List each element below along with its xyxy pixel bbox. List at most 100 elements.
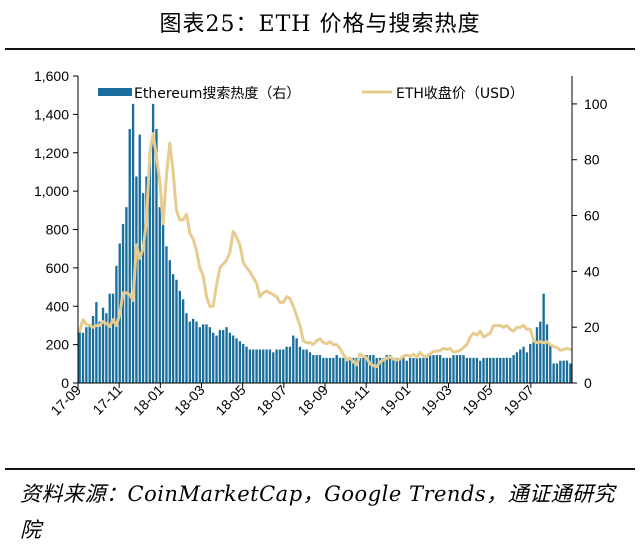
bar [168,260,171,383]
source-note: 资料来源：CoinMarketCap，Google Trends，通证通研究院 [20,482,616,542]
bar [442,357,445,383]
title-divider [5,48,635,50]
bar [238,341,242,383]
bar [425,357,428,383]
bar [482,357,485,383]
bar [549,343,552,383]
bar [492,357,495,383]
bar [515,352,519,383]
bar [418,357,422,383]
bar [191,318,195,383]
bar [472,357,475,383]
bar [232,335,235,383]
bar [469,357,472,383]
bar [358,357,362,383]
legend-label-price: ETH收盘价（USD） [396,85,524,102]
bar [372,355,375,383]
bar [368,355,372,383]
bar [505,357,509,383]
bar [202,324,205,383]
bar [355,357,358,383]
bar [285,346,288,383]
bar [412,357,415,383]
bar [145,176,148,383]
x-tick-label: 18-03 [171,382,208,419]
bar [161,212,165,383]
bar [398,357,402,383]
bar [135,176,138,383]
bar [362,357,365,383]
bar [335,355,338,383]
legend-swatch-bar [98,88,132,96]
bar [298,346,302,383]
bar [148,162,151,383]
bar [208,327,212,383]
bar [408,357,412,383]
bar [559,360,562,383]
source-divider [5,468,635,470]
bar [278,349,282,383]
bar [268,349,272,383]
bar [562,360,565,383]
bar [385,355,388,383]
bar [195,321,198,383]
bar [125,207,128,383]
bar [325,357,328,383]
x-tick-label: 18-01 [130,382,167,419]
bar [332,357,335,383]
bar [345,357,348,383]
x-tick-label: 19-01 [377,382,414,419]
bar [178,290,181,383]
bar [348,357,352,383]
bar [175,279,178,383]
bar [378,357,382,383]
bar [545,324,549,383]
bar [445,357,448,383]
bar [295,338,298,383]
bar [245,346,248,383]
bar [565,360,569,383]
legend: Ethereum搜索热度（右） ETH收盘价（USD） [98,85,524,102]
bar [128,129,131,383]
right-tick-label: 40 [584,263,600,279]
x-tick-label: 19-07 [500,382,537,419]
bar [459,355,462,383]
bar [535,327,539,383]
bar [155,129,158,383]
bar [101,307,105,383]
bar [265,349,268,383]
bar [108,293,111,383]
x-tick-label: 19-05 [459,382,496,419]
bar [218,329,222,383]
bar [98,321,101,383]
bar [342,357,345,383]
bar [489,357,492,383]
bar [78,329,81,383]
bar [532,338,535,383]
bar [158,207,161,383]
bar [258,349,262,383]
bar [111,293,115,383]
eth-price-search-chart: 0 200 400 600 800 1,000 1,200 1,400 1,600 0 20 40 60… [34,68,608,419]
bar [542,293,545,383]
right-tick-label: 0 [584,375,592,391]
bar [242,343,245,383]
bar [382,357,385,383]
bar [121,223,125,383]
bar [95,302,98,383]
bar [275,349,278,383]
bar [282,349,285,383]
bar [435,355,438,383]
bar [462,355,465,383]
bar [555,363,559,383]
right-tick-label: 60 [584,208,600,224]
bar [509,357,512,383]
figure-title: 图表25：ETH 价格与搜索热度 [159,12,481,37]
left-tick-label: 600 [46,260,70,276]
bar [185,313,188,383]
left-tick-label: 800 [46,222,70,238]
bar [235,338,238,383]
left-tick-label: 1,200 [34,145,69,161]
bar [151,103,155,383]
bar [288,346,292,383]
